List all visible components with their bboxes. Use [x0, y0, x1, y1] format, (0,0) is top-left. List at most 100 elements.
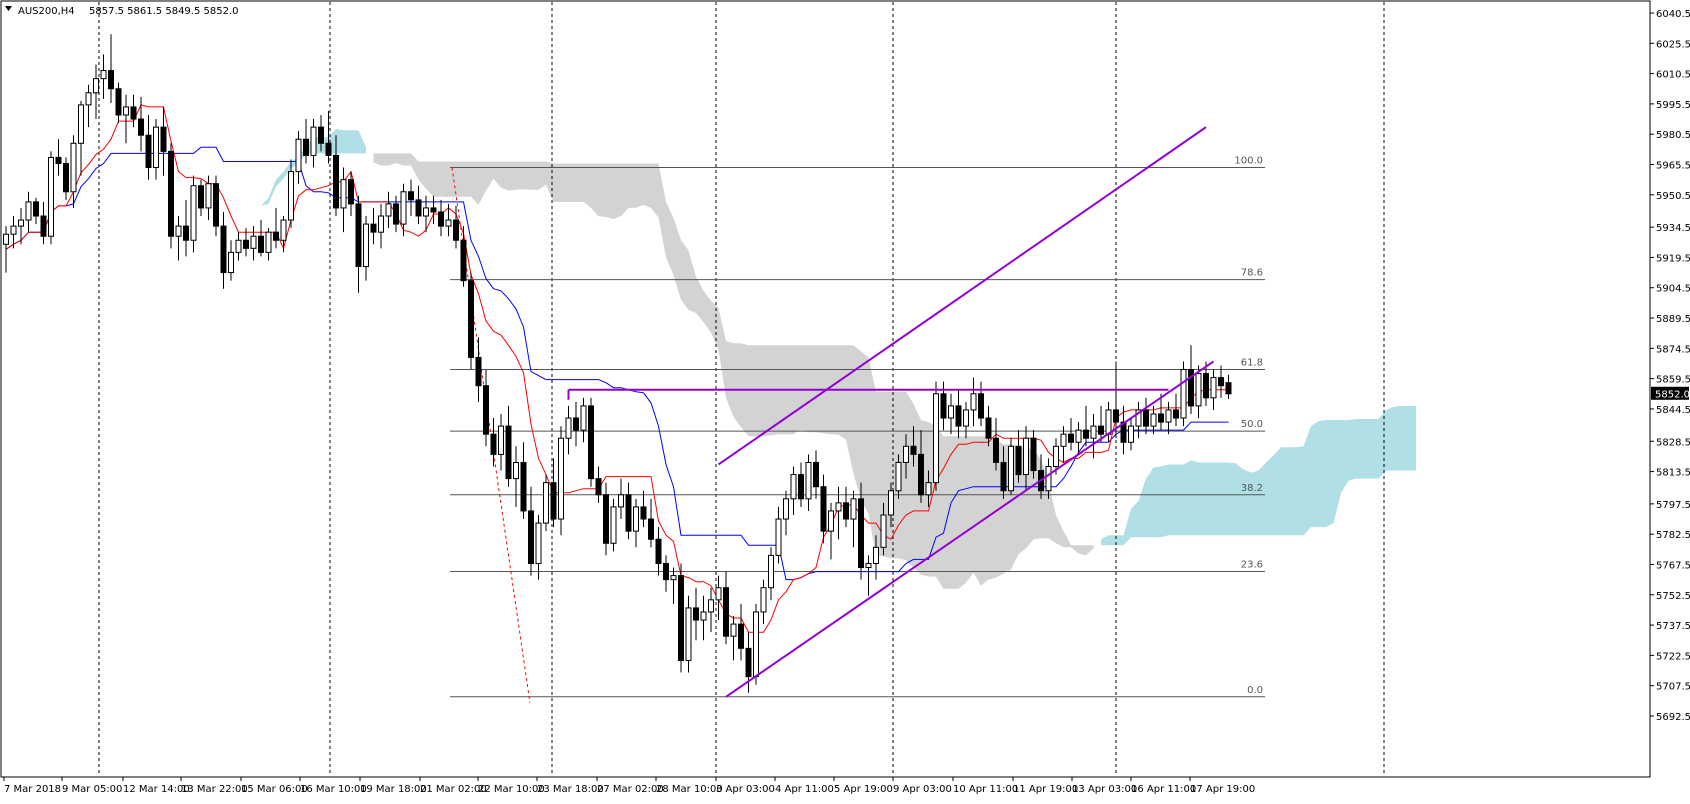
candle-bearish: [640, 506, 647, 520]
candle-bullish: [1008, 445, 1014, 492]
candle-bearish: [595, 478, 602, 496]
candle-bearish: [138, 118, 144, 136]
channel-lower-line[interactable]: [725, 360, 1215, 698]
candle-bullish: [933, 393, 939, 484]
candle-bullish: [48, 156, 54, 237]
candle-bearish: [723, 587, 729, 637]
candle-bullish: [1195, 373, 1202, 407]
drawing-tools[interactable]: [567, 126, 1215, 698]
candle-bearish: [588, 405, 594, 480]
candle-bullish: [925, 482, 932, 496]
candle-bullish: [610, 506, 617, 544]
candle-bullish: [10, 225, 17, 235]
candle-bullish: [1045, 466, 1052, 492]
time-tick-label: 11 Apr 19:00: [1013, 784, 1078, 795]
time-tick-label: 22 Mar 10:00: [478, 784, 545, 795]
candle-bearish: [520, 461, 527, 512]
collapse-triangle-icon[interactable]: [5, 6, 12, 11]
price-tick-label: 5965.5: [1656, 160, 1690, 171]
candle-bullish: [1165, 409, 1172, 423]
candle-bullish: [775, 518, 782, 556]
candle-bullish: [1075, 429, 1082, 443]
price-tick-label: 6025.5: [1656, 39, 1690, 50]
candle-bearish: [978, 393, 984, 419]
candle-bullish: [288, 171, 294, 221]
candle-bullish: [708, 599, 714, 613]
candle-bullish: [1135, 409, 1142, 427]
candle-bullish: [205, 183, 212, 209]
candle-bearish: [985, 417, 992, 439]
price-tick-label: 6040.5: [1656, 9, 1690, 20]
candle-bullish: [873, 546, 879, 564]
candle-bearish: [798, 474, 804, 500]
candle-bearish: [460, 239, 467, 282]
fib-level-label: 100.0: [1234, 156, 1263, 167]
candle-bullish: [310, 126, 317, 156]
candle-bullish: [895, 461, 902, 492]
candle-bullish: [753, 611, 759, 678]
candle-bearish: [213, 183, 219, 227]
time-tick-label: 15 Mar 06:00: [241, 784, 308, 795]
price-tick-label: 6010.5: [1656, 70, 1690, 81]
candle-bearish: [483, 385, 489, 435]
candle-bearish: [220, 225, 227, 274]
candle-bearish: [1000, 461, 1007, 492]
candle-bearish: [475, 356, 482, 387]
price-tick-label: 5813.5: [1656, 468, 1690, 479]
candle-bullish: [265, 231, 272, 253]
candle-bullish: [730, 623, 737, 637]
candle-bearish: [678, 575, 684, 661]
candle-bullish: [498, 425, 504, 455]
candle-bearish: [993, 437, 999, 463]
candle-bearish: [303, 138, 309, 156]
candle-bullish: [903, 445, 909, 463]
candle-bearish: [625, 494, 632, 532]
candle-bearish: [438, 211, 444, 227]
candle-bearish: [333, 154, 339, 209]
current-price-label: 5852.0: [1655, 389, 1690, 400]
candle-bullish: [1090, 425, 1097, 439]
candle-bullish: [235, 239, 242, 253]
candle-bullish: [1150, 413, 1157, 427]
channel-upper-line[interactable]: [717, 126, 1207, 466]
candle-bearish: [415, 199, 422, 217]
candle-bearish: [955, 405, 962, 427]
candle-bearish: [603, 494, 609, 544]
price-tick-label: 5980.5: [1656, 130, 1690, 141]
fib-level-label: 50.0: [1241, 419, 1263, 430]
candle-bullish: [378, 215, 384, 233]
candle-bullish: [865, 562, 872, 569]
candle-bullish: [558, 437, 564, 520]
candle-bullish: [18, 219, 24, 227]
candle-bullish: [850, 498, 857, 520]
candle-bearish: [940, 393, 947, 419]
candle-bullish: [880, 514, 887, 548]
time-tick-label: 13 Apr 03:00: [1072, 784, 1137, 795]
symbol-label: AUS200,H4: [18, 6, 75, 17]
candle-bullish: [280, 219, 287, 241]
candle-bearish: [1030, 437, 1037, 472]
price-axis[interactable]: 6040.5 6025.5 6010.5 5995.5 5980.5 5965.5 5950…: [1650, 9, 1690, 723]
ohlc-readout: 5857.5 5861.5 5849.5 5852.0: [89, 6, 239, 17]
price-tick-label: 5950.5: [1656, 191, 1690, 202]
candle-bullish: [565, 417, 572, 439]
candle-bearish: [33, 201, 39, 217]
candle-bearish: [910, 445, 917, 455]
current-price-badge: [1651, 386, 1689, 400]
candle-bullish: [1128, 425, 1134, 443]
candle-bullish: [423, 207, 429, 217]
candle-bearish: [1083, 429, 1089, 439]
time-tick-label: 19 Mar 18:00: [360, 784, 427, 795]
candle-bullish: [1210, 377, 1217, 399]
candle-bullish: [963, 409, 969, 427]
candle-bullish: [715, 587, 722, 601]
price-tick-label: 5737.5: [1656, 621, 1690, 632]
candle-bearish: [468, 280, 474, 358]
candle-bearish: [325, 142, 332, 156]
candle-bearish: [258, 235, 264, 253]
candle-bullish: [340, 179, 347, 209]
candle-bearish: [655, 538, 662, 564]
